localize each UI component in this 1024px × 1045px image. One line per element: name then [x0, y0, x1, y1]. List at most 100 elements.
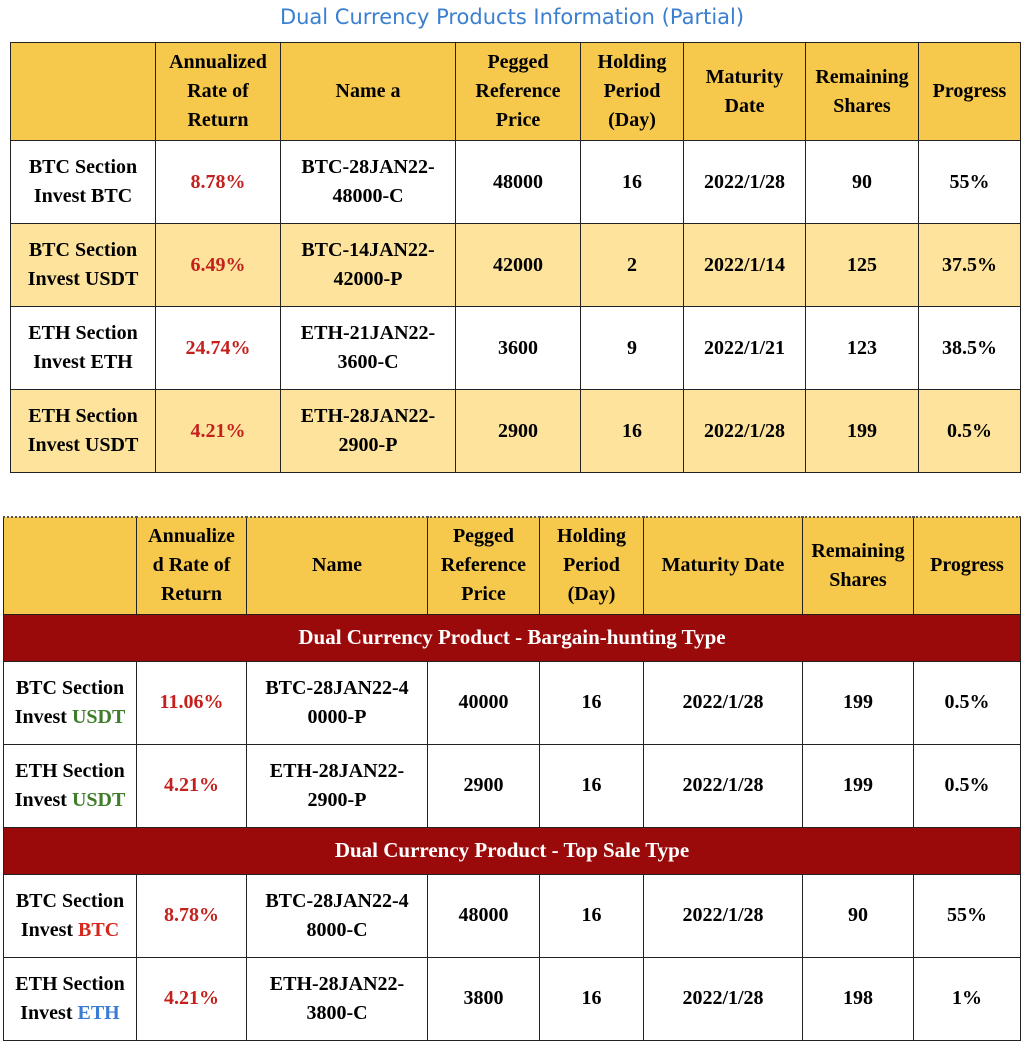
maturity-cell: 2022/1/28 — [683, 140, 806, 224]
header-progress: Progress — [913, 516, 1021, 615]
price-cell: 3800 — [427, 956, 540, 1041]
section-cell: BTC Section Invest USDT — [3, 660, 137, 745]
cell-text: Invest — [20, 1001, 73, 1024]
cell-text: BTC Section — [28, 239, 138, 261]
header-maturity: Maturity Date — [643, 516, 803, 615]
header-price: Pegged Reference Price — [427, 516, 540, 615]
shares-cell: 199 — [802, 743, 914, 828]
cell-text: Period — [563, 554, 620, 577]
cell-text: ETH Section — [15, 759, 125, 782]
cell-text: BTC Section — [28, 156, 138, 178]
cell-text: Invest BTC — [33, 185, 133, 207]
shares-cell: 90 — [802, 873, 914, 958]
cell-text: BTC-28JAN22- — [301, 156, 435, 178]
table-row: BTC Section Invest BTC 8.78% BTC-28JAN22-… — [10, 140, 1021, 224]
table-row: ETH Section Invest USDT 4.21% ETH-28JAN22… — [10, 389, 1021, 473]
price-cell: 2900 — [427, 743, 540, 828]
section-title: Dual Currency Product - Bargain-hunting … — [3, 613, 1021, 662]
holding-cell: 16 — [580, 140, 684, 224]
shares-cell: 199 — [802, 660, 914, 745]
cell-text: Invest USDT — [27, 268, 139, 290]
header-rate: Annualized Rate of Return — [155, 42, 281, 141]
rate-cell: 4.21% — [155, 389, 281, 473]
cell-text: Price — [495, 109, 541, 131]
cell-text: Annualized — [169, 51, 267, 73]
cell-text: 0000-P — [307, 705, 367, 728]
price-cell: 48000 — [455, 140, 581, 224]
shares-cell: 199 — [805, 389, 919, 473]
cell-text: 8000-C — [306, 918, 368, 941]
progress-cell: 0.5% — [918, 389, 1021, 473]
cell-text: Shares — [829, 568, 887, 591]
name-cell: BTC-28JAN22-4 8000-C — [246, 873, 428, 958]
section-cell: ETH Section Invest USDT — [10, 389, 156, 473]
section-header-row: Dual Currency Product - Top Sale Type — [3, 826, 1021, 875]
cell-text: Remaining — [811, 539, 905, 562]
header-section-cell — [3, 516, 137, 615]
header-name: Name a — [280, 42, 456, 141]
name-cell: BTC-28JAN22-4 0000-P — [246, 660, 428, 745]
header-progress: Progress — [918, 42, 1021, 141]
cell-text: ETH Section — [28, 322, 138, 344]
holding-cell: 2 — [580, 223, 684, 307]
name-cell: BTC-14JAN22- 42000-P — [280, 223, 456, 307]
cell-text: Return — [187, 109, 249, 131]
cell-text: Invest USDT — [27, 434, 139, 456]
cell-text: 48000-C — [332, 185, 404, 207]
rate-cell: 24.74% — [155, 306, 281, 390]
cell-text: Maturity — [705, 65, 784, 88]
holding-cell: 9 — [580, 306, 684, 390]
cell-text: 3600-C — [337, 351, 399, 373]
holding-cell: 16 — [539, 956, 644, 1041]
cell-text: Shares — [833, 94, 891, 117]
price-cell: 2900 — [455, 389, 581, 473]
shares-cell: 123 — [805, 306, 919, 390]
cell-text: Invest ETH — [33, 351, 133, 373]
table-row: ETH Section Invest ETH 4.21% ETH-28JAN22-… — [3, 956, 1021, 1041]
cell-text: Date — [724, 94, 765, 117]
header-maturity: Maturity Date — [683, 42, 806, 141]
cell-text: BTC-28JAN22-4 — [265, 676, 409, 699]
cell-text: Rate of — [187, 80, 249, 102]
currency-label: USDT — [71, 705, 126, 728]
section-cell: ETH Section Invest ETH — [10, 306, 156, 390]
cell-text: (Day) — [567, 583, 616, 606]
cell-text: ETH-28JAN22- — [300, 405, 436, 427]
section-cell: ETH Section Invest USDT — [3, 743, 137, 828]
cell-text: Holding — [597, 51, 667, 73]
shares-cell: 125 — [805, 223, 919, 307]
progress-cell: 55% — [913, 873, 1021, 958]
section-cell: ETH Section Invest ETH — [3, 956, 137, 1041]
cell-text: Invest — [14, 788, 67, 811]
header-holding: Holding Period (Day) — [539, 516, 644, 615]
holding-cell: 16 — [539, 660, 644, 745]
table-row: BTC Section Invest USDT 6.49% BTC-14JAN22… — [10, 223, 1021, 307]
holding-cell: 16 — [539, 743, 644, 828]
price-cell: 48000 — [427, 873, 540, 958]
table-row: BTC Section Invest BTC 8.78% BTC-28JAN22-… — [3, 873, 1021, 958]
cell-text: ETH-21JAN22- — [300, 322, 436, 344]
progress-cell: 1% — [913, 956, 1021, 1041]
products-table-2: Annualize d Rate of Return Name Pegged Refe… — [3, 516, 1021, 1041]
maturity-cell: 2022/1/21 — [683, 306, 806, 390]
cell-text: 3800-C — [306, 1001, 368, 1024]
cell-text: BTC Section — [15, 889, 125, 912]
cell-text: Annualize — [148, 525, 235, 548]
cell-text: BTC-28JAN22-4 — [265, 889, 409, 912]
cell-text: ETH-28JAN22- — [269, 759, 405, 782]
cell-text: Period — [603, 80, 661, 102]
maturity-cell: 2022/1/28 — [643, 743, 803, 828]
cell-text: Remaining — [815, 65, 909, 88]
header-shares: Remaining Shares — [805, 42, 919, 141]
currency-label: USDT — [71, 788, 126, 811]
header-shares: Remaining Shares — [802, 516, 914, 615]
progress-cell: 55% — [918, 140, 1021, 224]
header-section-cell — [10, 42, 156, 141]
cell-text: Pegged — [487, 51, 549, 73]
progress-cell: 38.5% — [918, 306, 1021, 390]
header-rate: Annualize d Rate of Return — [136, 516, 247, 615]
table-header-row: Annualized Rate of Return Name a Pegged Ref… — [10, 42, 1021, 141]
rate-cell: 8.78% — [155, 140, 281, 224]
rate-cell: 6.49% — [155, 223, 281, 307]
header-holding: Holding Period (Day) — [580, 42, 684, 141]
